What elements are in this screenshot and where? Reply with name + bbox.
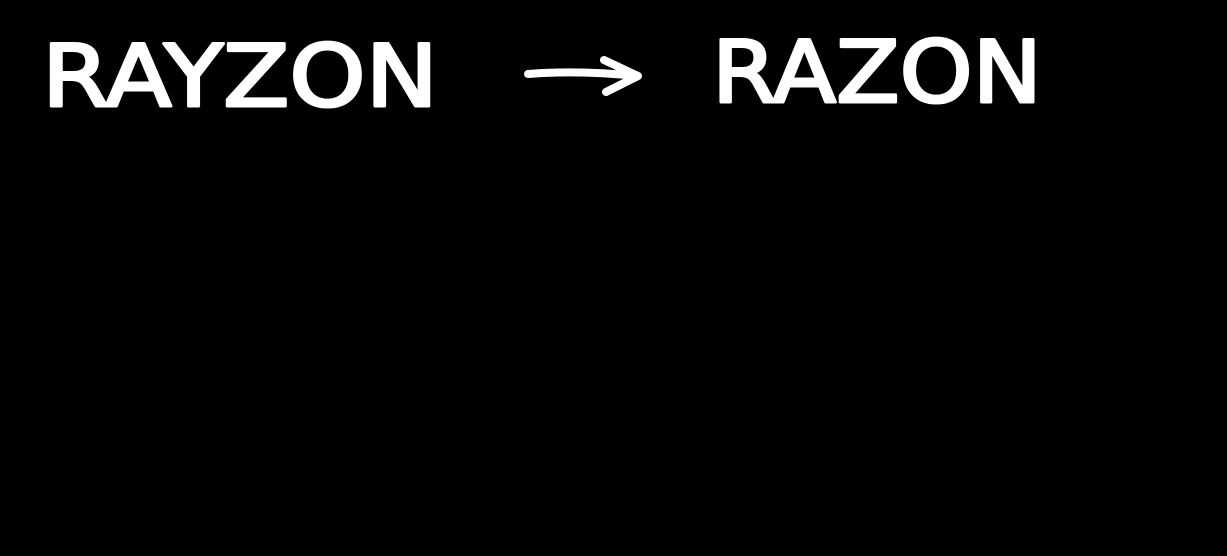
corrected-word: RAZON bbox=[712, 23, 1042, 123]
arrow bbox=[524, 56, 642, 96]
original-word: RAYZON bbox=[42, 27, 438, 127]
